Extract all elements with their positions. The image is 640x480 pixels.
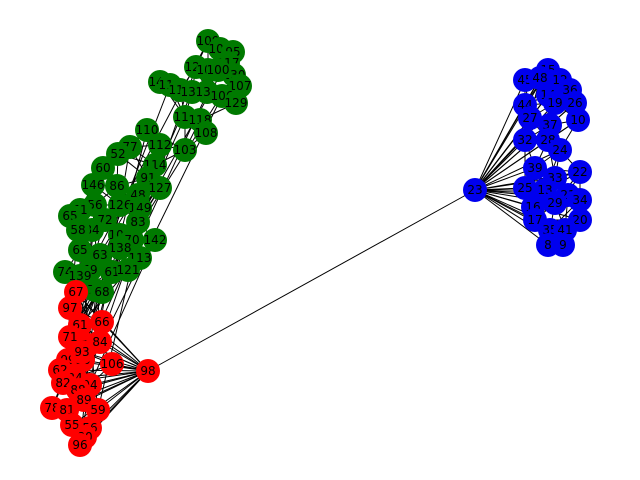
blue-node	[568, 160, 592, 184]
hub-98-edge	[79, 324, 149, 372]
red-node-label: 96	[72, 438, 87, 452]
red-node-label: 106	[101, 357, 124, 371]
green-node-label: 127	[149, 181, 172, 195]
blue-node	[551, 233, 575, 257]
green-node-label: 61	[104, 265, 119, 279]
blue-node-label: 27	[522, 111, 537, 125]
blue-node	[513, 128, 537, 152]
green-node	[148, 176, 172, 200]
red-node-label: 59	[90, 403, 105, 417]
green-node	[194, 121, 218, 145]
green-node	[224, 91, 248, 115]
green-node-label: 107	[229, 79, 252, 93]
green-node	[108, 193, 132, 217]
red-node-label: 84	[92, 335, 107, 349]
green-node-label: 86	[109, 179, 124, 193]
green-node-label: 126	[109, 198, 132, 212]
green-node	[206, 58, 230, 82]
blue-node-label: 48	[532, 71, 547, 85]
node-layer: 1091059511713010712410110014711111313613…	[40, 29, 592, 457]
red-node-label: 67	[68, 285, 83, 299]
blue-node	[548, 138, 572, 162]
hub-node	[463, 178, 487, 202]
hub-23-edge	[474, 189, 549, 246]
green-node-label: 83	[130, 215, 145, 229]
blue-node-label: 26	[567, 96, 582, 110]
green-node	[108, 236, 132, 260]
red-node	[68, 433, 92, 457]
red-node	[86, 398, 110, 422]
green-node-label: 65	[72, 243, 87, 257]
blue-node-label: 10	[570, 113, 585, 127]
blue-node	[568, 188, 592, 212]
green-node	[143, 228, 167, 252]
hub-bridge-edge	[147, 189, 476, 372]
hub-23-edge	[474, 104, 526, 191]
green-node-label: 121	[117, 263, 140, 277]
hub-node-label: 98	[140, 364, 155, 378]
green-node	[90, 280, 114, 304]
red-node	[88, 330, 112, 354]
green-node-label: 60	[95, 161, 110, 175]
red-node-label: 66	[94, 315, 109, 329]
hub-23-edge	[474, 149, 561, 191]
red-node	[90, 310, 114, 334]
red-node-label: 71	[62, 330, 77, 344]
green-node	[116, 258, 140, 282]
green-node-label: 58	[70, 223, 85, 237]
blue-node-label: 8	[544, 238, 552, 252]
green-node-label: 138	[109, 241, 132, 255]
hub-98-edge	[71, 370, 149, 426]
red-node	[70, 340, 94, 364]
green-node-label: 63	[92, 248, 107, 262]
green-node	[66, 218, 90, 242]
green-node-label: 142	[144, 233, 167, 247]
green-node-label: 103	[174, 143, 197, 157]
blue-node	[518, 106, 542, 130]
blue-node-label: 19	[547, 96, 562, 110]
blue-node-label: 34	[572, 193, 587, 207]
red-node	[100, 352, 124, 376]
green-node	[173, 138, 197, 162]
blue-node	[523, 156, 547, 180]
red-node-label: 89	[76, 393, 91, 407]
green-node-label: 112	[149, 138, 172, 152]
blue-node	[513, 176, 537, 200]
blue-node-label: 24	[552, 143, 567, 157]
blue-node-label: 32	[517, 133, 532, 147]
hub-23-edge	[474, 139, 549, 191]
blue-node-label: 39	[527, 161, 542, 175]
red-node-label: 97	[62, 301, 77, 315]
green-node-label: 129	[225, 96, 248, 110]
blue-node	[543, 91, 567, 115]
green-node	[106, 142, 130, 166]
green-node	[68, 238, 92, 262]
green-node-label: 68	[94, 285, 109, 299]
blue-node-label: 29	[547, 196, 562, 210]
green-node	[105, 174, 129, 198]
blue-node	[566, 108, 590, 132]
green-node-label: 100	[207, 63, 230, 77]
blue-node-label: 25	[517, 181, 532, 195]
hub-node	[136, 359, 160, 383]
blue-node	[543, 191, 567, 215]
green-node-label: 139	[69, 269, 92, 283]
blue-node-label: 20	[572, 213, 587, 227]
blue-node-label: 17	[527, 213, 542, 227]
red-node-label: 93	[74, 345, 89, 359]
blue-node-label: 22	[572, 165, 587, 179]
green-node	[148, 133, 172, 157]
green-node-label: 52	[110, 147, 125, 161]
green-node	[81, 173, 105, 197]
green-node-label: 108	[195, 126, 218, 140]
blue-node-label: 9	[559, 238, 567, 252]
green-node-label: 146	[82, 178, 105, 192]
hub-node-label: 23	[467, 183, 482, 197]
red-node-label: 55	[64, 418, 79, 432]
green-node-label: 110	[136, 123, 159, 137]
